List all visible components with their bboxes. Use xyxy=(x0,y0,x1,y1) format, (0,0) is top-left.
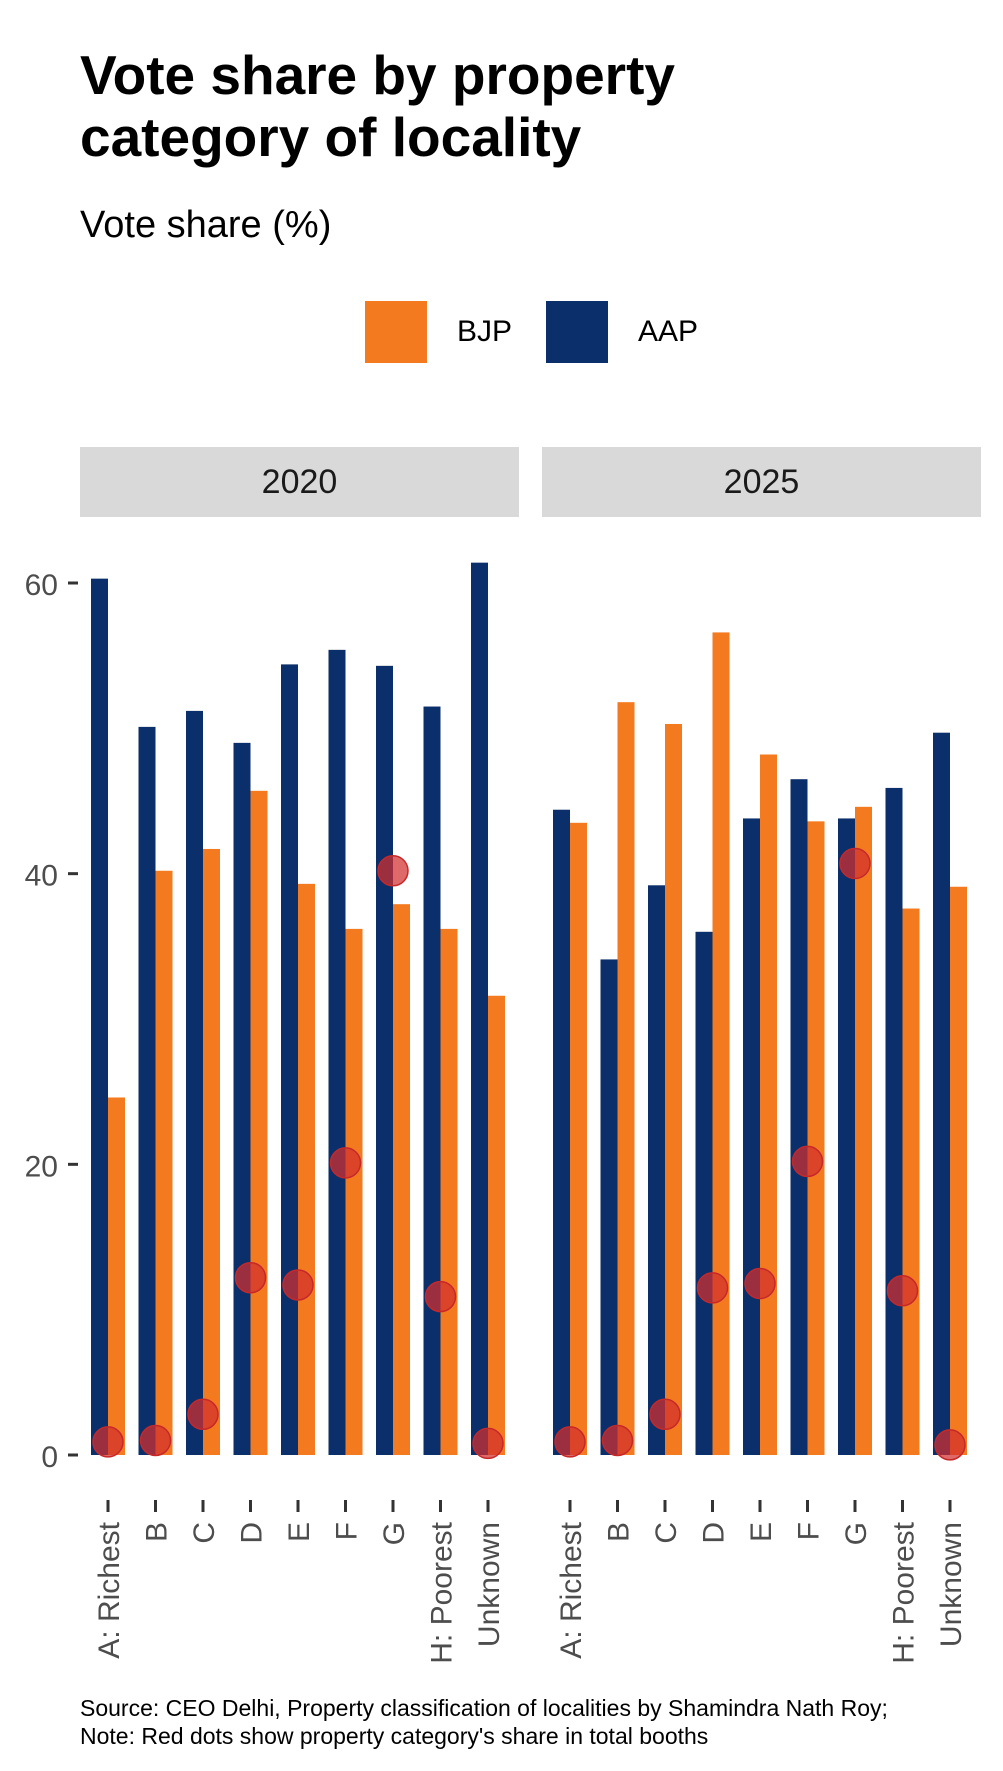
bar-aap xyxy=(91,578,108,1455)
panel-strip-2020: 2020 xyxy=(80,447,519,517)
y-tick-label: 40 xyxy=(25,860,58,893)
bar-aap xyxy=(138,726,156,1455)
y-tick-label: 60 xyxy=(25,569,58,602)
bar-aap xyxy=(743,818,760,1455)
bar-bjp xyxy=(902,908,920,1455)
bar-bjp xyxy=(950,886,967,1455)
booth-share-dot xyxy=(744,1267,776,1300)
bar-bjp xyxy=(488,995,505,1455)
chart-subtitle: Vote share (%) xyxy=(80,204,332,246)
booth-share-dot xyxy=(472,1427,504,1460)
source-line: Source: CEO Delhi, Property classificati… xyxy=(80,1695,888,1721)
bar-bjp xyxy=(345,928,363,1455)
x-tick-label: E xyxy=(283,1522,316,1542)
x-tick-label: Unknown xyxy=(935,1522,968,1647)
bar-aap xyxy=(553,809,570,1455)
source-note: Source: CEO Delhi, Property classificati… xyxy=(80,1694,888,1750)
bar-aap xyxy=(790,779,808,1455)
bar-aap xyxy=(423,706,441,1455)
booth-share-dot xyxy=(791,1145,824,1178)
x-tick-label: H: Poorest xyxy=(888,1521,921,1663)
x-tick-label: Unknown xyxy=(473,1522,506,1647)
y-tick-label: 0 xyxy=(41,1441,58,1474)
bar-aap xyxy=(328,649,346,1455)
x-tick-label: D xyxy=(236,1522,269,1544)
x-tick-label: F xyxy=(793,1522,826,1540)
bar-aap xyxy=(885,787,903,1455)
booth-share-dot xyxy=(234,1261,267,1294)
legend-swatch-aap xyxy=(546,301,608,363)
bar-bjp xyxy=(250,790,268,1455)
booth-share-dot xyxy=(282,1269,314,1301)
bar-aap xyxy=(186,710,203,1455)
bar-aap xyxy=(376,665,393,1455)
booth-share-dot xyxy=(329,1147,362,1179)
legend-label-aap: AAP xyxy=(638,315,699,348)
bar-aap xyxy=(471,562,488,1455)
booth-share-dot xyxy=(187,1398,219,1431)
bar-bjp xyxy=(155,870,173,1455)
chart-title: Vote share by property category of local… xyxy=(80,44,675,168)
bar-bjp xyxy=(760,754,777,1455)
x-tick-label: C xyxy=(650,1522,683,1544)
x-tick-label: H: Poorest xyxy=(426,1521,459,1663)
bar-bjp xyxy=(665,723,682,1455)
x-tick-label: G xyxy=(840,1522,873,1545)
bar-aap xyxy=(838,818,855,1455)
booth-share-dot xyxy=(554,1426,586,1458)
x-tick-label: D xyxy=(698,1522,731,1544)
booth-share-dot xyxy=(424,1280,457,1313)
bar-bjp xyxy=(570,822,587,1455)
bar-bjp xyxy=(108,1097,125,1455)
bar-aap xyxy=(233,742,251,1455)
bar-aap xyxy=(695,931,713,1455)
x-tick-label: C xyxy=(188,1522,221,1544)
booth-share-dot xyxy=(601,1424,634,1457)
bar-bjp xyxy=(617,702,635,1455)
note-line: Note: Red dots show property category's … xyxy=(80,1723,709,1749)
legend-swatch-bjp xyxy=(365,301,427,363)
booth-share-dot xyxy=(92,1426,124,1458)
x-tick-label: A: Richest xyxy=(93,1521,126,1658)
bar-aap xyxy=(648,885,665,1455)
bar-bjp xyxy=(712,632,730,1455)
bar-aap xyxy=(281,664,298,1455)
bar-bjp xyxy=(440,928,458,1455)
bar-bjp xyxy=(203,848,220,1455)
x-tick-label: F xyxy=(331,1522,364,1540)
bar-aap xyxy=(933,732,950,1455)
booth-share-dot xyxy=(139,1424,172,1457)
x-tick-label: E xyxy=(745,1522,778,1542)
booth-share-dot xyxy=(839,847,871,880)
y-tick-label: 20 xyxy=(25,1150,58,1183)
booth-share-dot xyxy=(696,1272,729,1304)
x-tick-label: B xyxy=(141,1522,174,1542)
bar-bjp xyxy=(807,821,825,1455)
legend-label-bjp: BJP xyxy=(457,315,513,348)
bar-bjp xyxy=(855,806,872,1455)
x-tick-label: A: Richest xyxy=(555,1521,588,1658)
panel-strip-2025: 2025 xyxy=(542,447,981,517)
booth-share-dot xyxy=(649,1398,681,1431)
x-tick-label: G xyxy=(378,1522,411,1545)
x-tick-label: B xyxy=(603,1522,636,1542)
bar-aap xyxy=(600,959,618,1455)
booth-share-dot xyxy=(377,855,409,887)
bar-bjp xyxy=(393,904,410,1455)
booth-share-dot xyxy=(934,1429,966,1461)
booth-share-dot xyxy=(886,1275,919,1307)
bar-bjp xyxy=(298,883,315,1455)
